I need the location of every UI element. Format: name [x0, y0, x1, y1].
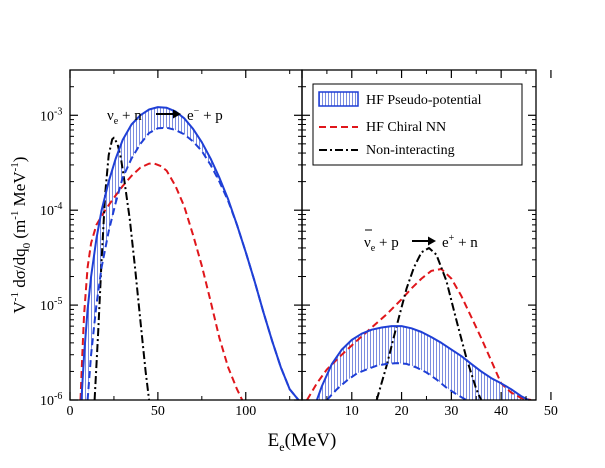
x-axis-label: Ee(MeV) [268, 430, 337, 454]
x-tick-labels: 0 50 100 10 20 30 40 50 [67, 404, 558, 419]
right-pseudo-potential-band [316, 326, 529, 400]
right-x-tick-label: 40 [494, 404, 508, 419]
right-series-hf-chiral-nn [306, 268, 532, 400]
left-panel [69, 69, 303, 401]
right-plot-area [306, 247, 532, 400]
legend-swatch-band [318, 91, 359, 107]
right-x-tick-label: 10 [345, 404, 359, 419]
legend-label-chiral-nn: HF Chiral NN [366, 120, 446, 135]
right-x-tick-label: 30 [444, 404, 458, 419]
legend: HF Pseudo-potential HF Chiral NN Non-int… [312, 83, 523, 166]
y-tick-label: 10-5 [40, 296, 62, 314]
left-x-tick-label: 50 [151, 404, 165, 419]
right-panel-frame [301, 69, 537, 401]
right-reaction-arrow [412, 236, 436, 246]
legend-item-pseudo-potential: HF Pseudo-potential [318, 91, 482, 108]
legend-item-chiral-nn: HF Chiral NN [319, 120, 446, 135]
right-axis-ticks [301, 69, 552, 401]
left-series-hf-chiral-nn [79, 162, 244, 400]
left-series-non-interacting [93, 136, 151, 400]
left-reaction-arrow [156, 109, 181, 119]
y-tick-label: 10-6 [40, 391, 62, 409]
right-reaction-label: νe + p [364, 235, 399, 254]
y-axis-label: V-1 dσ/dq0 (m-1 MeV-1) [9, 157, 33, 314]
legend-item-non-interacting: Non-interacting [319, 143, 455, 158]
right-x-tick-label: 50 [544, 404, 558, 419]
y-tick-label: 10-3 [40, 106, 62, 124]
left-pseudo-potential-band [81, 107, 299, 400]
right-reaction-products: e+ + n [442, 233, 478, 251]
right-series-hf-pseudo-potential [315, 325, 529, 400]
left-x-tick-label: 100 [235, 404, 256, 419]
y-tick-labels: 10-6 10-5 10-4 10-3 [40, 106, 62, 409]
right-series-hf-pseudo-potential-lower-bound [326, 362, 467, 400]
right-x-tick-label: 20 [395, 404, 409, 419]
left-x-tick-label: 0 [67, 404, 74, 419]
left-series-hf-pseudo-potential [80, 106, 300, 400]
legend-label-non-interacting: Non-interacting [366, 143, 455, 158]
left-reaction-label: νe + n [107, 108, 142, 127]
legend-label-pseudo-potential: HF Pseudo-potential [366, 93, 482, 108]
left-plot-area [79, 106, 300, 400]
right-panel [301, 69, 552, 401]
left-reaction-products: e− + p [187, 106, 223, 124]
y-tick-label: 10-4 [40, 201, 62, 219]
